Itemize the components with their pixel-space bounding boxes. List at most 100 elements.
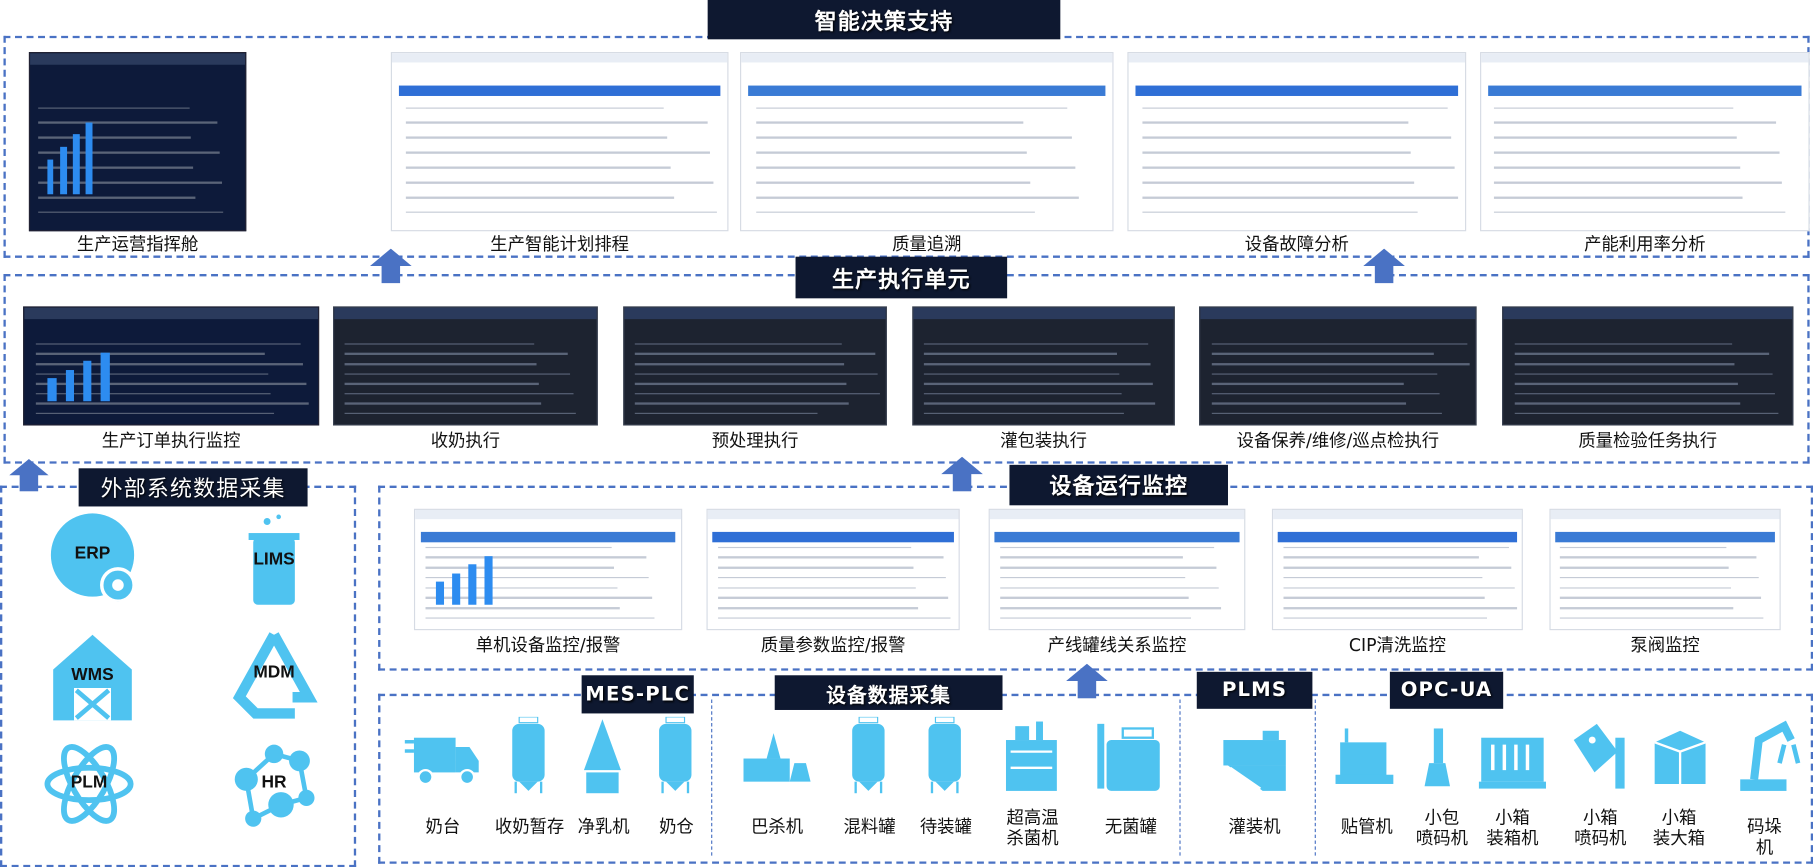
up-arrow-icon	[9, 459, 49, 492]
screen-header	[1550, 509, 1780, 520]
screen-row	[38, 151, 220, 154]
divider	[711, 699, 713, 856]
equipment-label: 奶台	[425, 816, 461, 838]
screen-row	[634, 373, 878, 375]
equipment-label: 巴杀机	[751, 816, 804, 838]
screen-row	[1283, 586, 1515, 589]
table-header	[994, 531, 1240, 543]
screen-header	[24, 307, 318, 320]
screen-header	[391, 53, 728, 63]
system-label: ERP	[74, 543, 111, 564]
screen-row	[1494, 121, 1776, 124]
screen-row	[36, 373, 269, 375]
screen-row	[1494, 196, 1743, 199]
screen-row	[36, 412, 274, 415]
screen-row	[425, 556, 647, 559]
chart-bar	[47, 377, 57, 402]
system-label: HR	[261, 772, 287, 793]
equipment-label: 净乳机	[577, 816, 630, 838]
sterilizer-icon	[994, 717, 1070, 796]
screenshot-thumbnail	[333, 306, 598, 426]
robot-arm-icon	[1726, 717, 1802, 796]
screen-header	[30, 53, 246, 65]
screen-row	[1211, 392, 1440, 395]
screenshot-thumbnail	[413, 508, 683, 631]
screen-row	[1514, 382, 1738, 385]
screen-header	[415, 509, 682, 520]
screenshot-thumbnail	[623, 306, 887, 426]
system-label: WMS	[71, 664, 114, 685]
screen-header	[334, 307, 597, 320]
screen-label: 收奶执行	[430, 430, 501, 451]
screen-row	[634, 402, 850, 405]
screen-label: 产线罐线关系监控	[1047, 634, 1187, 656]
screen-header	[1503, 307, 1793, 320]
screen-row	[717, 566, 914, 569]
screen-row	[36, 363, 304, 365]
screen-header	[1273, 509, 1522, 520]
screen-row	[425, 607, 620, 609]
up-arrow-icon	[1066, 663, 1108, 699]
screen-row	[1283, 596, 1485, 599]
screen-row	[1283, 617, 1487, 619]
screen-row	[923, 382, 1153, 385]
chart-bar	[452, 573, 461, 606]
screen-label: 泵阀监控	[1630, 634, 1700, 656]
section-title-external: 外部系统数据采集	[78, 468, 308, 507]
screen-row	[1559, 556, 1757, 559]
screen-label: 生产智能计划排程	[490, 233, 630, 255]
screen-row	[1514, 402, 1741, 405]
system-label: LIMS	[253, 549, 295, 569]
screen-row	[756, 211, 1035, 214]
equipment-label: 无菌罐	[1104, 816, 1157, 838]
beaker-icon: LIMS	[228, 514, 321, 608]
screen-row	[1559, 576, 1759, 579]
table-header	[1278, 531, 1517, 543]
screen-row	[999, 607, 1222, 609]
screenshot-thumbnail	[912, 306, 1175, 426]
screen-row	[425, 586, 618, 589]
screen-row	[717, 546, 911, 549]
screenshot-thumbnail	[390, 52, 729, 232]
up-arrow-icon	[941, 456, 983, 492]
screen-row	[717, 607, 919, 609]
screen-row	[717, 586, 916, 589]
screen-row	[1494, 211, 1786, 214]
chart-bar	[83, 361, 92, 402]
screen-row	[36, 392, 271, 395]
screen-row	[38, 196, 196, 199]
screen-label: 质量追溯	[892, 233, 962, 255]
screen-row	[1141, 166, 1455, 169]
screen-row	[923, 402, 1156, 405]
screenshot-thumbnail	[1502, 306, 1794, 426]
screen-row	[756, 121, 1024, 124]
screen-row	[1494, 166, 1740, 169]
coder-icon	[1404, 717, 1480, 796]
screen-row	[405, 106, 664, 109]
screen-row	[405, 151, 711, 154]
screen-row	[1211, 353, 1435, 355]
screen-row	[425, 566, 615, 569]
screen-header	[624, 307, 886, 320]
screen-row	[1559, 586, 1732, 589]
screen-row	[923, 392, 1122, 395]
screen-row	[756, 196, 1079, 199]
screen-row	[38, 136, 192, 139]
screen-header	[707, 509, 959, 520]
table-header	[748, 85, 1105, 96]
truck-icon	[404, 717, 481, 796]
screen-row	[405, 166, 671, 169]
chart-bar	[47, 159, 54, 195]
case-packer-icon	[1474, 717, 1550, 796]
screen-row	[1514, 353, 1770, 355]
screen-row	[1559, 566, 1730, 569]
divider	[1179, 699, 1181, 856]
screen-row	[923, 412, 1125, 415]
screen-row	[1559, 607, 1734, 609]
screen-row	[1514, 363, 1735, 365]
screen-label: 灌包装执行	[1000, 430, 1087, 451]
screen-row	[405, 121, 708, 124]
gear-circle-icon: ERP	[46, 509, 139, 604]
screen-row	[634, 353, 876, 355]
screen-row	[344, 343, 534, 346]
